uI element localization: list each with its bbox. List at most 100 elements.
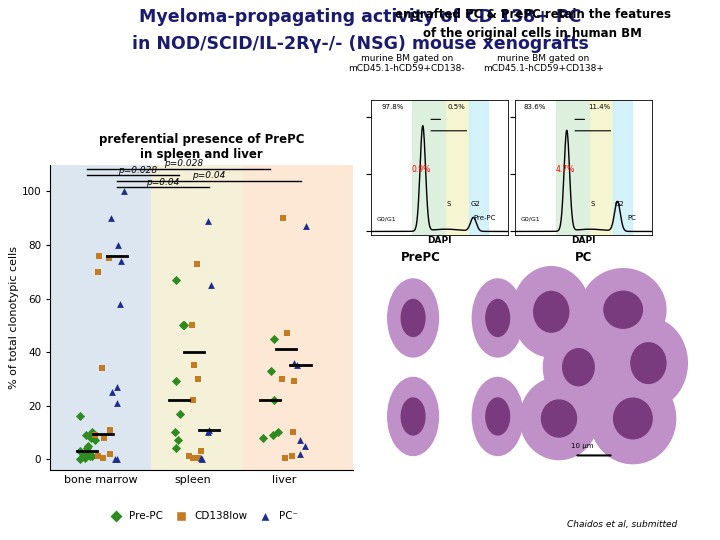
Ellipse shape bbox=[631, 343, 666, 383]
Point bbox=[94, 252, 105, 260]
Point bbox=[99, 434, 110, 442]
Text: Pre-PC: Pre-PC bbox=[474, 215, 496, 221]
Point bbox=[268, 396, 279, 404]
Text: G0/G1: G0/G1 bbox=[377, 216, 396, 221]
Point bbox=[299, 441, 310, 450]
Bar bbox=[446, 100, 469, 235]
Point bbox=[107, 388, 118, 396]
Point bbox=[169, 428, 181, 437]
Point bbox=[294, 436, 306, 444]
X-axis label: DAPI: DAPI bbox=[571, 237, 595, 245]
Point bbox=[177, 321, 189, 329]
Text: S: S bbox=[590, 201, 595, 207]
Point bbox=[81, 444, 93, 453]
Point bbox=[74, 447, 86, 455]
Bar bbox=[151, 165, 243, 470]
Ellipse shape bbox=[604, 291, 642, 328]
Text: PrePC: PrePC bbox=[401, 251, 441, 264]
Point bbox=[183, 452, 194, 461]
Point bbox=[79, 454, 91, 462]
Point bbox=[276, 374, 287, 383]
Point bbox=[92, 452, 104, 461]
Text: 0.5%: 0.5% bbox=[447, 104, 465, 110]
Bar bbox=[469, 100, 488, 235]
Text: Chaidos et al, submitted: Chaidos et al, submitted bbox=[567, 520, 677, 529]
Point bbox=[268, 431, 279, 440]
Point bbox=[265, 367, 276, 375]
Point bbox=[96, 364, 107, 373]
Point bbox=[98, 454, 109, 462]
Ellipse shape bbox=[486, 300, 510, 336]
Text: Myeloma-propagating activity of CD 138+ PC: Myeloma-propagating activity of CD 138+ … bbox=[139, 8, 581, 26]
Point bbox=[92, 267, 104, 276]
Point bbox=[300, 222, 312, 231]
Text: PC: PC bbox=[627, 215, 636, 221]
Point bbox=[104, 254, 115, 262]
Text: murine BM gated on
mCD45.1-hCD59+CD138+: murine BM gated on mCD45.1-hCD59+CD138+ bbox=[483, 54, 604, 73]
Point bbox=[197, 454, 208, 463]
Point bbox=[195, 454, 207, 462]
Point bbox=[268, 334, 279, 343]
Point bbox=[279, 454, 291, 462]
Point bbox=[282, 329, 293, 338]
Ellipse shape bbox=[388, 279, 438, 357]
Point bbox=[89, 431, 101, 440]
Text: G0/G1: G0/G1 bbox=[521, 216, 540, 221]
Point bbox=[186, 321, 198, 329]
Ellipse shape bbox=[388, 377, 438, 455]
Text: PC: PC bbox=[575, 251, 592, 264]
Point bbox=[111, 455, 122, 463]
Y-axis label: % of total clonotypic cells: % of total clonotypic cells bbox=[9, 246, 19, 389]
Point bbox=[174, 409, 186, 418]
Bar bbox=[590, 100, 613, 235]
Point bbox=[106, 214, 117, 222]
Point bbox=[204, 426, 215, 434]
Point bbox=[171, 275, 182, 284]
X-axis label: DAPI: DAPI bbox=[427, 237, 451, 245]
Text: p=0.028: p=0.028 bbox=[163, 159, 203, 168]
Point bbox=[257, 434, 269, 442]
Ellipse shape bbox=[401, 300, 425, 336]
Point bbox=[84, 452, 96, 461]
Ellipse shape bbox=[613, 398, 652, 439]
Point bbox=[191, 259, 202, 268]
Point bbox=[89, 436, 101, 444]
Ellipse shape bbox=[520, 377, 598, 460]
Ellipse shape bbox=[486, 398, 510, 435]
Bar bbox=[50, 165, 151, 470]
Text: of the original cells in human BM: of the original cells in human BM bbox=[423, 27, 642, 40]
Text: p=0.04: p=0.04 bbox=[146, 178, 180, 187]
Text: 0.9%: 0.9% bbox=[412, 165, 431, 174]
Point bbox=[192, 454, 204, 462]
Point bbox=[74, 454, 86, 463]
Point bbox=[292, 361, 303, 370]
Point bbox=[188, 361, 199, 370]
Text: 10 μm: 10 μm bbox=[571, 443, 593, 449]
Ellipse shape bbox=[534, 292, 569, 332]
Bar bbox=[556, 100, 590, 235]
Ellipse shape bbox=[513, 267, 590, 357]
Point bbox=[104, 449, 116, 458]
Point bbox=[187, 396, 199, 404]
Point bbox=[287, 428, 299, 437]
Legend: Pre-PC, CD138low, PC⁻: Pre-PC, CD138low, PC⁻ bbox=[101, 507, 302, 525]
Text: 97.8%: 97.8% bbox=[382, 104, 404, 110]
Text: 4.7%: 4.7% bbox=[556, 165, 575, 174]
Point bbox=[192, 374, 204, 383]
Text: murine BM gated on
mCD45.1-hCD59+CD138-: murine BM gated on mCD45.1-hCD59+CD138- bbox=[348, 54, 465, 73]
Text: 83.6%: 83.6% bbox=[523, 104, 545, 110]
Point bbox=[78, 449, 89, 458]
Point bbox=[80, 431, 91, 440]
Point bbox=[171, 444, 182, 453]
Point bbox=[289, 359, 300, 367]
Text: engrafted PC & PrePC retain the features: engrafted PC & PrePC retain the features bbox=[395, 8, 671, 21]
Point bbox=[81, 449, 93, 458]
Point bbox=[86, 452, 98, 461]
Point bbox=[104, 426, 115, 434]
Point bbox=[85, 434, 96, 442]
Point bbox=[272, 428, 284, 437]
Text: G2: G2 bbox=[615, 201, 624, 207]
Ellipse shape bbox=[401, 398, 425, 435]
Text: 11.4%: 11.4% bbox=[589, 104, 611, 110]
Point bbox=[118, 187, 130, 196]
